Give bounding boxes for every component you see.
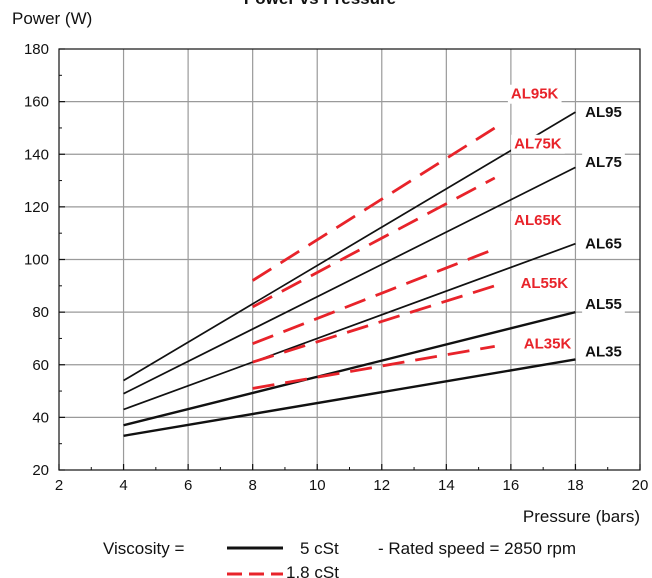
y-tick-label: 100: [24, 252, 49, 269]
y-tick-label: 80: [32, 304, 49, 321]
y-tick-label: 180: [24, 41, 49, 58]
x-tick-label: 12: [373, 477, 390, 494]
series-label-al55: AL55: [585, 296, 622, 313]
legend-solid-label: 5 cSt: [300, 539, 339, 558]
series-label-background: [582, 103, 625, 123]
series-label-background: [511, 211, 565, 231]
legend: Viscosity = 5 cSt - Rated speed = 2850 r…: [103, 539, 576, 578]
series-label-al95: AL95: [585, 104, 622, 121]
series-label-al65: AL65: [585, 236, 622, 253]
series-line-al55: [123, 310, 576, 427]
series-label-background: [520, 334, 575, 354]
x-tick-label: 16: [503, 477, 520, 494]
plot-frame: [58, 48, 641, 471]
y-tick-label: 140: [24, 146, 49, 163]
x-tick-label: 10: [309, 477, 326, 494]
series-line-al95: [123, 111, 576, 382]
grid: [59, 49, 640, 470]
series-label-background: [507, 84, 562, 104]
x-tick-label: 8: [248, 477, 256, 494]
series-label-al35: AL35: [585, 344, 622, 361]
series-label-background: [511, 134, 565, 154]
series-labels: AL95 AL75 AL65 AL55 AL35 AL95K AL75K AL65K AL55K…: [507, 84, 625, 362]
series-line-al75: [123, 166, 576, 395]
series-label-al55k: AL55K: [521, 275, 569, 292]
y-tick-label: 60: [32, 357, 49, 374]
x-tick-label: 6: [184, 477, 192, 494]
y-tick-label: 40: [32, 409, 49, 426]
chart-title: Power vs Pressure: [244, 0, 396, 8]
axis-ticks: 2 4 6 8 10 12 14 16 18 20 20 40 60 80 100 120 140 160 180: [24, 41, 648, 494]
legend-prefix: Viscosity =: [103, 539, 184, 558]
series-label-background: [582, 342, 625, 362]
series-label-al95k: AL95K: [511, 86, 559, 103]
y-tick-label: 20: [32, 462, 49, 479]
y-axis-label: Power (W): [12, 9, 92, 28]
y-tick-label: 160: [24, 94, 49, 111]
series-line-al65: [123, 242, 576, 411]
series-label-background: [582, 295, 625, 315]
series-line-al95k: [251, 126, 496, 282]
x-tick-label: 4: [119, 477, 127, 494]
series-label-background: [582, 234, 625, 254]
series-line-al35: [123, 358, 576, 437]
legend-dashed-label: 1.8 cSt: [286, 563, 339, 578]
x-tick-label: 18: [567, 477, 584, 494]
series-label-background: [517, 274, 572, 294]
series-line-al35k: [252, 344, 495, 390]
x-tick-label: 14: [438, 477, 455, 494]
series-line-al55k: [252, 284, 496, 364]
y-tick-label: 120: [24, 199, 49, 216]
series-line-al65k: [252, 247, 496, 346]
x-tick-label: 20: [632, 477, 649, 494]
series-label-al65k: AL65K: [514, 212, 562, 229]
series-label-al35k: AL35K: [524, 336, 572, 353]
series-label-background: [582, 153, 625, 173]
series-label-al75k: AL75K: [514, 136, 562, 153]
x-axis-label: Pressure (bars): [523, 507, 640, 526]
series-lines: [123, 111, 576, 437]
x-tick-label: 2: [55, 477, 63, 494]
series-line-al75k: [252, 176, 496, 309]
series-label-al75: AL75: [585, 154, 622, 171]
legend-note: - Rated speed = 2850 rpm: [378, 539, 576, 558]
